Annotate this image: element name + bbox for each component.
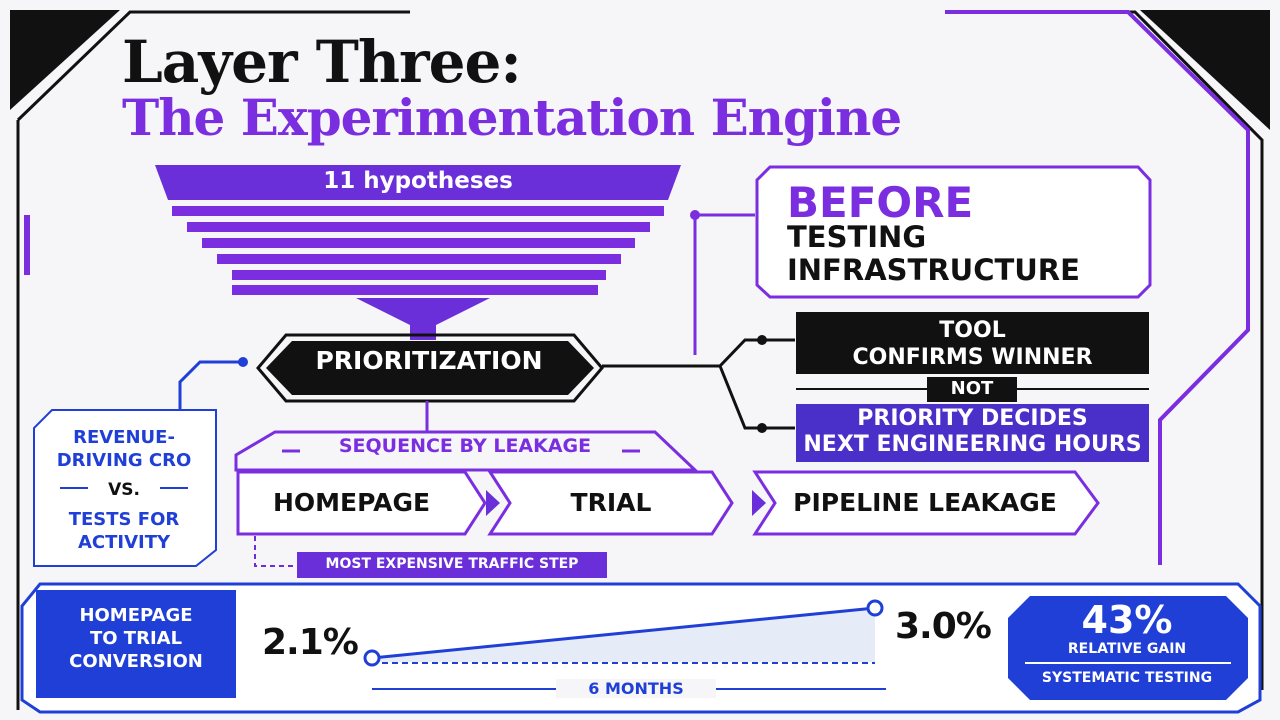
tool-box [796,312,1149,374]
note-connector [254,536,295,567]
frame-line-top-left [16,10,410,122]
sequence-header [234,430,699,472]
funnel-stripe-2 [187,222,650,232]
gain-value: 43% [1081,598,1173,642]
comparison-line-1: REVENUE- [73,427,175,448]
trend-line [371,606,876,660]
step-chevron-1 [236,470,487,536]
funnel-stripe-6 [232,285,598,295]
step-pipeline-leakage: PIPELINE LEAKAGE [793,488,1057,517]
title-line-1: Layer Three: [122,28,522,96]
step-arrow-1 [486,490,500,516]
step-homepage: HOMEPAGE [272,488,431,517]
priority-line-1: PRIORITY DECIDES [857,406,1088,431]
title-line-2: The Experimentation Engine [122,88,902,147]
metric-label-line-1: HOMEPAGE [79,605,193,626]
comparison-box [33,409,217,567]
branch-connector [718,338,795,430]
comparison-vs: VS. [108,480,140,500]
frame-corner-top-right [1140,10,1270,130]
metric-label: HOMEPAGE TO TRIAL CONVERSION [36,604,236,673]
funnel-spout [356,298,490,325]
step-arrow-2 [752,490,766,516]
before-sub-line-2: INFRASTRUCTURE [787,253,1080,287]
comparison-top: REVENUE- DRIVING CRO [34,426,214,472]
funnel-stripe-3 [202,238,635,248]
metric-start-value: 2.1% [262,622,359,663]
prioritization-label: PRIORITIZATION [315,346,543,375]
funnel-stripe-1 [172,206,664,216]
connector-dot-before [690,210,700,220]
frame-accent-left [24,215,30,275]
tool-line-2: CONFIRMS WINNER [852,345,1093,370]
metric-period: 6 MONTHS [556,679,716,698]
not-label: NOT [950,378,994,399]
gain-box [1008,596,1248,700]
metric-label-line-3: CONVERSION [69,651,203,672]
metric-label-box [36,590,236,698]
funnel-stripe-4 [217,254,621,264]
metric-end-value: 3.0% [895,606,992,647]
tool-text: TOOL CONFIRMS WINNER [796,317,1149,371]
branch-dot-top [757,335,767,345]
trend-end-point [866,599,884,617]
comparison-line-2: DRIVING CRO [56,450,192,471]
connector-to-comparison [178,360,243,430]
funnel-label: 11 hypotheses [323,168,513,194]
funnel-top-bar [155,165,681,200]
branch-dot-bottom [757,423,767,433]
priority-box [796,404,1149,462]
connector-dot-comparison [238,357,248,367]
note-box [297,552,607,578]
funnel-neck [410,322,436,340]
priority-text: PRIORITY DECIDES NEXT ENGINEERING HOURS [796,406,1149,458]
before-subtext: TESTING INFRASTRUCTURE [787,221,1080,287]
before-sub-line-1: TESTING [787,220,927,254]
funnel-stripe-5 [232,270,606,280]
before-heading: BEFORE [787,178,974,227]
gain-method: SYSTEMATIC TESTING [1041,670,1213,686]
before-box [755,165,1152,299]
trend-start-point [363,649,381,667]
tool-line-1: TOOL [939,318,1006,343]
connector-to-before [693,213,755,355]
comparison-line-3: TESTS FOR [68,509,180,530]
prioritization-outline [256,333,604,403]
not-box [927,377,1017,402]
step-chevron-2 [487,470,734,536]
gain-label: RELATIVE GAIN [1067,641,1187,657]
prioritization-fill [266,341,594,395]
purple-frame-right [945,10,1250,565]
comparison-bottom: TESTS FOR ACTIVITY [34,508,214,554]
comparison-line-4: ACTIVITY [77,532,171,553]
frame-corner-top-left [10,10,120,110]
sequence-note: MOST EXPENSIVE TRAFFIC STEP [325,556,579,572]
step-chevron-3 [752,470,1100,536]
sequence-label: SEQUENCE BY LEAKAGE [338,435,592,457]
priority-line-2: NEXT ENGINEERING HOURS [803,432,1142,457]
step-trial: TRIAL [570,488,652,517]
metric-label-line-2: TO TRIAL [89,628,183,649]
